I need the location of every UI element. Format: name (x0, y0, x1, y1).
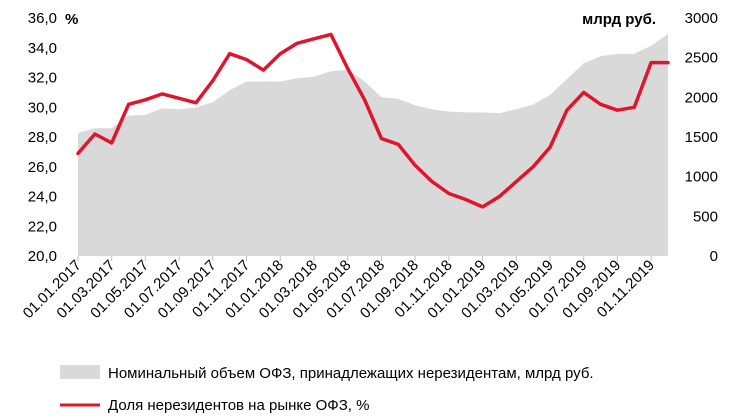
left-axis-tick-label: 26,0 (28, 159, 57, 176)
right-axis-tick-label: 2000 (685, 89, 718, 106)
right-axis-tick-label: 3000 (685, 10, 718, 27)
area-series-layer (78, 33, 668, 257)
legend-area-label: Номинальный объем ОФЗ, принадлежащих нер… (108, 365, 594, 382)
left-axis-tick-label: 28,0 (28, 129, 57, 146)
right-axis-unit: млрд руб. (582, 11, 656, 28)
right-axis-ticks: 0 500 1000 1500 2000 2500 3000 (685, 10, 718, 265)
left-axis-ticks: 20,0 22,0 24,0 26,0 28,0 30,0 32,0 34,0 36,0 (28, 10, 57, 265)
left-axis-tick-label: 32,0 (28, 70, 57, 87)
right-axis-tick-label: 1000 (685, 169, 718, 186)
area-series-volume (78, 33, 668, 257)
left-axis-tick-label: 34,0 (28, 40, 57, 57)
line-series-layer (76, 32, 670, 209)
left-axis-tick-label: 24,0 (28, 189, 57, 206)
right-axis-tick-label: 0 (710, 248, 718, 265)
right-axis-tick-label: 1500 (685, 129, 718, 146)
right-axis-tick-label: 2500 (685, 50, 718, 67)
right-axis-tick-label: 500 (693, 208, 718, 225)
left-axis-tick-label: 30,0 (28, 99, 57, 116)
x-axis-ticks: 01.01.201701.03.201701.05.201701.07.2017… (20, 256, 658, 322)
left-axis-unit: % (65, 11, 78, 28)
legend-line-label: Доля нерезидентов на рынке ОФЗ, % (108, 397, 369, 414)
left-axis-tick-label: 36,0 (28, 10, 57, 27)
left-axis-tick-label: 22,0 (28, 218, 57, 235)
line-series-share (76, 32, 670, 209)
legend-area-swatch (60, 365, 100, 379)
left-axis-tick-label: 20,0 (28, 248, 57, 265)
legend: Номинальный объем ОФЗ, принадлежащих нер… (60, 365, 594, 414)
